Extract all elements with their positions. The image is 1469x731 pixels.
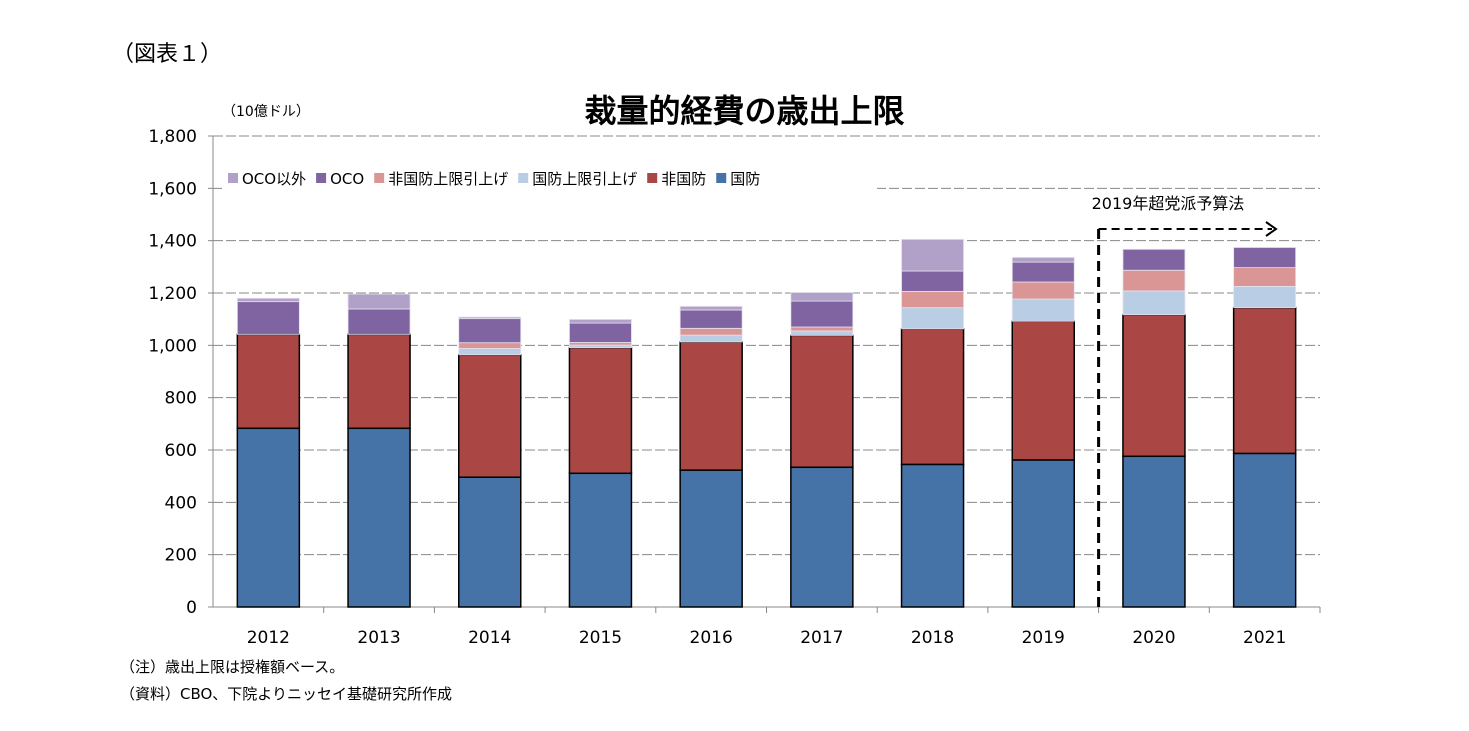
bar-segment-非国防-2021 bbox=[1232, 306, 1297, 455]
bar-segment-OCO以外-2013 bbox=[347, 293, 411, 310]
bar-segment-OCO-2014 bbox=[458, 318, 522, 344]
x-tick-label: 2013 bbox=[357, 628, 400, 648]
bar-segment-OCO-2016 bbox=[679, 309, 743, 329]
annotation-label: 2019年超党派予算法 bbox=[1092, 194, 1245, 213]
bar-segment-非国防上限引上げ-2018 bbox=[901, 291, 964, 309]
bar-segment-国防-2018 bbox=[900, 463, 965, 608]
bar-segment-非国防上限引上げ-2017 bbox=[790, 326, 854, 332]
bar-segment-非国防-2013 bbox=[347, 333, 411, 430]
x-tick-label: 2020 bbox=[1132, 628, 1175, 648]
y-tick-label: 400 bbox=[165, 493, 197, 513]
bar-segment-非国防-2014 bbox=[458, 354, 522, 478]
bar-segment-非国防-2012 bbox=[236, 333, 301, 430]
bar-segment-OCO以外-2017 bbox=[790, 292, 854, 302]
y-tick-label: 1,000 bbox=[148, 336, 197, 356]
y-tick-label: 1,400 bbox=[148, 232, 197, 252]
bar-segment-OCO以外-2012 bbox=[236, 297, 300, 303]
source-note: （資料）CBO、下院よりニッセイ基礎研究所作成 bbox=[120, 685, 453, 703]
legend-swatch-OCO以外 bbox=[228, 173, 238, 183]
y-axis-unit: （10億ドル） bbox=[222, 104, 310, 120]
legend-label: 非国防上限引上げ bbox=[388, 170, 508, 188]
bar-segment-非国防上限引上げ-2014 bbox=[458, 342, 522, 349]
bar-segment-国防-2021 bbox=[1232, 452, 1297, 608]
legend-label: 国防上限引上げ bbox=[532, 170, 637, 188]
y-tick-label: 200 bbox=[165, 546, 197, 566]
legend-swatch-国防上限引上げ bbox=[518, 173, 529, 183]
chart-title: 裁量的経費の歳出上限 bbox=[584, 92, 905, 130]
bar-segment-OCO-2015 bbox=[569, 322, 632, 343]
x-tick-label: 2021 bbox=[1243, 628, 1286, 648]
legend-swatch-非国防 bbox=[647, 173, 658, 183]
legend-background bbox=[222, 166, 877, 192]
bar-segment-国防上限引上げ-2018 bbox=[901, 307, 964, 330]
legend-swatch-国防 bbox=[716, 173, 727, 183]
bar-segment-OCO以外-2019 bbox=[1011, 257, 1075, 263]
bar-segment-OCO以外-2016 bbox=[679, 305, 743, 311]
x-tick-label: 2019 bbox=[1022, 628, 1065, 648]
legend-label: OCO以外 bbox=[242, 170, 306, 188]
bar-segment-国防-2015 bbox=[568, 472, 633, 608]
bar-segment-非国防上限引上げ-2019 bbox=[1011, 281, 1075, 300]
legend-label: 国防 bbox=[730, 170, 760, 188]
bar-segment-国防-2017 bbox=[790, 466, 854, 608]
bar-segment-国防-2013 bbox=[347, 427, 411, 608]
bar-segment-非国防-2016 bbox=[679, 341, 743, 471]
legend-label: OCO bbox=[330, 170, 364, 188]
x-tick-label: 2017 bbox=[800, 628, 843, 648]
bar-segment-OCO以外-2014 bbox=[458, 316, 522, 320]
x-tick-label: 2012 bbox=[247, 628, 290, 648]
y-tick-label: 600 bbox=[165, 441, 197, 461]
y-tick-label: 1,600 bbox=[148, 179, 197, 199]
legend-label: 非国防 bbox=[661, 170, 706, 188]
figure-label: （図表１） bbox=[112, 42, 223, 67]
bar-segment-国防上限引上げ-2019 bbox=[1011, 298, 1075, 322]
bar-segment-国防上限引上げ-2021 bbox=[1233, 286, 1297, 309]
bar-segment-国防-2016 bbox=[679, 469, 743, 608]
bar-segment-国防-2014 bbox=[458, 476, 522, 608]
bar-segment-非国防-2017 bbox=[790, 334, 854, 469]
bar-segment-非国防-2015 bbox=[568, 346, 633, 475]
bar-segment-国防-2020 bbox=[1122, 455, 1186, 608]
bar-segment-OCO-2012 bbox=[236, 301, 300, 335]
note: （注）歳出上限は授権額ベース。 bbox=[120, 658, 345, 676]
bar-segment-非国防-2018 bbox=[900, 328, 965, 466]
y-tick-label: 1,800 bbox=[148, 127, 197, 147]
bar-segment-非国防-2019 bbox=[1011, 320, 1075, 461]
bar-segment-OCO-2013 bbox=[347, 308, 411, 335]
bar-segment-国防上限引上げ-2020 bbox=[1122, 290, 1186, 316]
y-tick-label: 0 bbox=[186, 598, 197, 618]
bar-segment-国防上限引上げ-2014 bbox=[458, 348, 522, 356]
bar-segment-OCO-2017 bbox=[790, 300, 854, 328]
x-tick-label: 2014 bbox=[468, 628, 511, 648]
bar-segment-OCO-2021 bbox=[1233, 247, 1297, 269]
bar-segment-国防上限引上げ-2017 bbox=[790, 330, 854, 336]
x-tick-label: 2018 bbox=[911, 628, 954, 648]
bar-segment-国防上限引上げ-2016 bbox=[679, 334, 743, 343]
legend-swatch-OCO bbox=[316, 173, 327, 183]
bar-segment-非国防-2020 bbox=[1122, 313, 1186, 458]
x-tick-label: 2015 bbox=[579, 628, 622, 648]
bar-segment-非国防上限引上げ-2016 bbox=[679, 327, 743, 336]
bar-segment-OCO以外-2015 bbox=[569, 319, 632, 324]
bar-segment-国防-2012 bbox=[236, 427, 301, 608]
arrow-head-icon bbox=[1265, 221, 1278, 237]
bar-segment-OCO-2020 bbox=[1122, 248, 1186, 271]
bar-segment-非国防上限引上げ-2021 bbox=[1233, 267, 1297, 287]
x-tick-label: 2016 bbox=[690, 628, 733, 648]
y-tick-label: 800 bbox=[165, 389, 197, 409]
legend-swatch-非国防上限引上げ bbox=[374, 173, 385, 183]
y-tick-label: 1,200 bbox=[148, 284, 197, 304]
bar-segment-OCO-2018 bbox=[901, 270, 964, 292]
bar-segment-非国防上限引上げ-2020 bbox=[1122, 269, 1186, 292]
bar-segment-国防-2019 bbox=[1011, 459, 1075, 608]
bar-segment-OCO以外-2018 bbox=[901, 238, 964, 272]
bar-segment-OCO-2019 bbox=[1011, 261, 1075, 283]
